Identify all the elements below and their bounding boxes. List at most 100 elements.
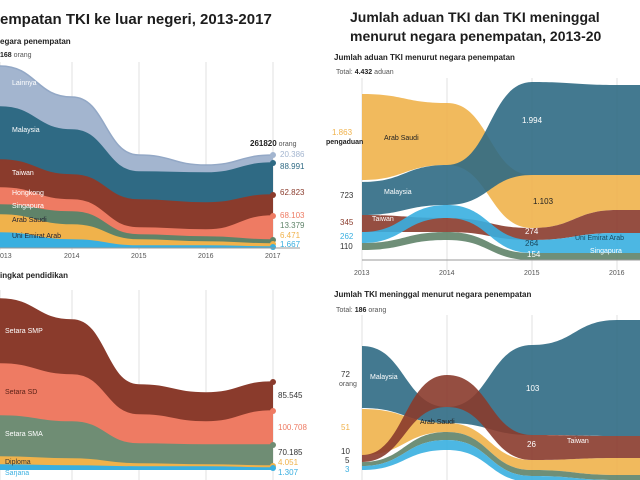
series-label: Arab Saudi [420, 419, 455, 426]
year-label: 013 [0, 253, 12, 260]
total-unit: aduan [374, 69, 394, 76]
series-label: Diploma [5, 459, 31, 466]
series-label: Malaysia [384, 189, 412, 196]
line-3 [0, 456, 274, 467]
line-2 [0, 415, 273, 446]
year-label: 2014 [439, 270, 455, 277]
area-malaysia [0, 107, 273, 203]
area-uni-emirat-arab [0, 233, 273, 248]
line-3 [0, 187, 274, 231]
line-6 [0, 232, 274, 248]
year-label: 2017 [265, 253, 281, 260]
end-dot [270, 442, 276, 448]
start-value: 51 [341, 423, 350, 432]
end-value: 1.667 [280, 240, 301, 249]
line-5 [0, 214, 274, 245]
start-value: 3 [345, 465, 350, 474]
area-setara-sma [0, 416, 273, 466]
total-label: Total: [336, 69, 353, 76]
right-title-line2: menurut negara penempatan, 2013-20 [350, 28, 602, 44]
bottom-left-subtitle: ingkat pendidikan [0, 271, 69, 280]
series-label: Setara SMP [5, 328, 43, 335]
series-label: Arab Saudi [12, 217, 47, 224]
line-1 [0, 363, 274, 423]
end-value: 85.545 [278, 391, 303, 400]
flow-uni-emirat-arab [362, 205, 640, 254]
area-singapura [0, 205, 273, 244]
year-label: 2016 [198, 253, 214, 260]
start-value: 1.863 [332, 128, 353, 137]
end-value: 62.823 [280, 188, 305, 197]
series-label: Singapura [590, 248, 622, 255]
inner-value: 1.103 [533, 197, 554, 206]
orang-label: orang [339, 381, 357, 388]
series-label: Sarjana [5, 470, 30, 477]
line-2 [0, 159, 274, 204]
flow-taiwan [362, 375, 640, 462]
series-label: Malaysia [12, 127, 40, 134]
year-label: 2016 [609, 270, 625, 277]
series-label: Taiwan [372, 216, 394, 223]
line-4 [0, 464, 274, 469]
series-label: Setara SMA [5, 431, 43, 438]
flow-singapura [362, 232, 640, 261]
bottom-right-subtitle: Jumlah TKI meninggal menurut negara pene… [334, 290, 532, 299]
flow-uni-emirat-arab [362, 440, 640, 480]
area-arab-saudi [0, 215, 273, 247]
flow-singapura [362, 432, 640, 480]
top-right-subtitle: Jumlah aduan TKI menurut negara penempat… [334, 53, 515, 62]
end-value: 100.708 [278, 423, 307, 432]
area-setara-sd [0, 364, 273, 445]
flow-arab-saudi [362, 409, 640, 475]
year-label: 2014 [64, 253, 80, 260]
inner-value: 264 [525, 239, 539, 248]
inner-value: 154 [527, 250, 541, 259]
start-total: 168 [0, 52, 12, 59]
start-value: 110 [340, 242, 353, 251]
line-0 [0, 65, 274, 166]
end-value: 1.307 [278, 468, 299, 477]
end-dot [270, 152, 276, 158]
series-label: Malaysia [370, 374, 398, 381]
inner-value: 103 [526, 384, 540, 393]
inner-value: 26 [527, 440, 536, 449]
inner-value: 274 [525, 227, 539, 236]
end-value: 4.051 [278, 458, 299, 467]
pengaduan-label: pengaduan [326, 139, 364, 146]
total-value-2: 186 [354, 307, 367, 314]
end-dot [270, 465, 276, 471]
end-value: 13.379 [280, 221, 305, 230]
series-label: Taiwan [567, 438, 589, 445]
start-value: 345 [340, 218, 354, 227]
flow-taiwan [362, 210, 640, 240]
end-value: 68.103 [280, 211, 305, 220]
end-value: 20.386 [280, 150, 305, 159]
series-label: Hongkong [12, 190, 44, 197]
start-unit: orang [13, 52, 32, 59]
series-label: Singapura [12, 203, 44, 210]
total-label-2: Total: [336, 307, 353, 314]
end-dot [270, 244, 276, 250]
area-taiwan [0, 160, 273, 230]
series-label: Setara SD [5, 389, 38, 396]
end-dot [270, 192, 276, 198]
start-value: 72 [341, 370, 350, 379]
year-label: 2015 [524, 270, 540, 277]
flow-malaysia [362, 82, 640, 215]
end-value: 70.185 [278, 448, 303, 457]
series-label: Arab Saudi [384, 135, 419, 142]
top-left-subtitle: egara penempatan [0, 37, 71, 46]
start-value: 723 [340, 191, 354, 200]
series-label: Lainnya [12, 80, 37, 87]
end-dot [270, 408, 276, 414]
series-label: Uni Emirat Arab [12, 233, 62, 240]
total-unit-2: orang [368, 307, 387, 314]
total-value: 4.432 [354, 69, 373, 76]
end-value: 88.991 [280, 162, 305, 171]
line-1 [0, 106, 274, 174]
area-hongkong [0, 188, 273, 240]
line-0 [0, 298, 274, 394]
end-total: 261820 [250, 139, 277, 148]
end-unit: orang [278, 141, 297, 148]
